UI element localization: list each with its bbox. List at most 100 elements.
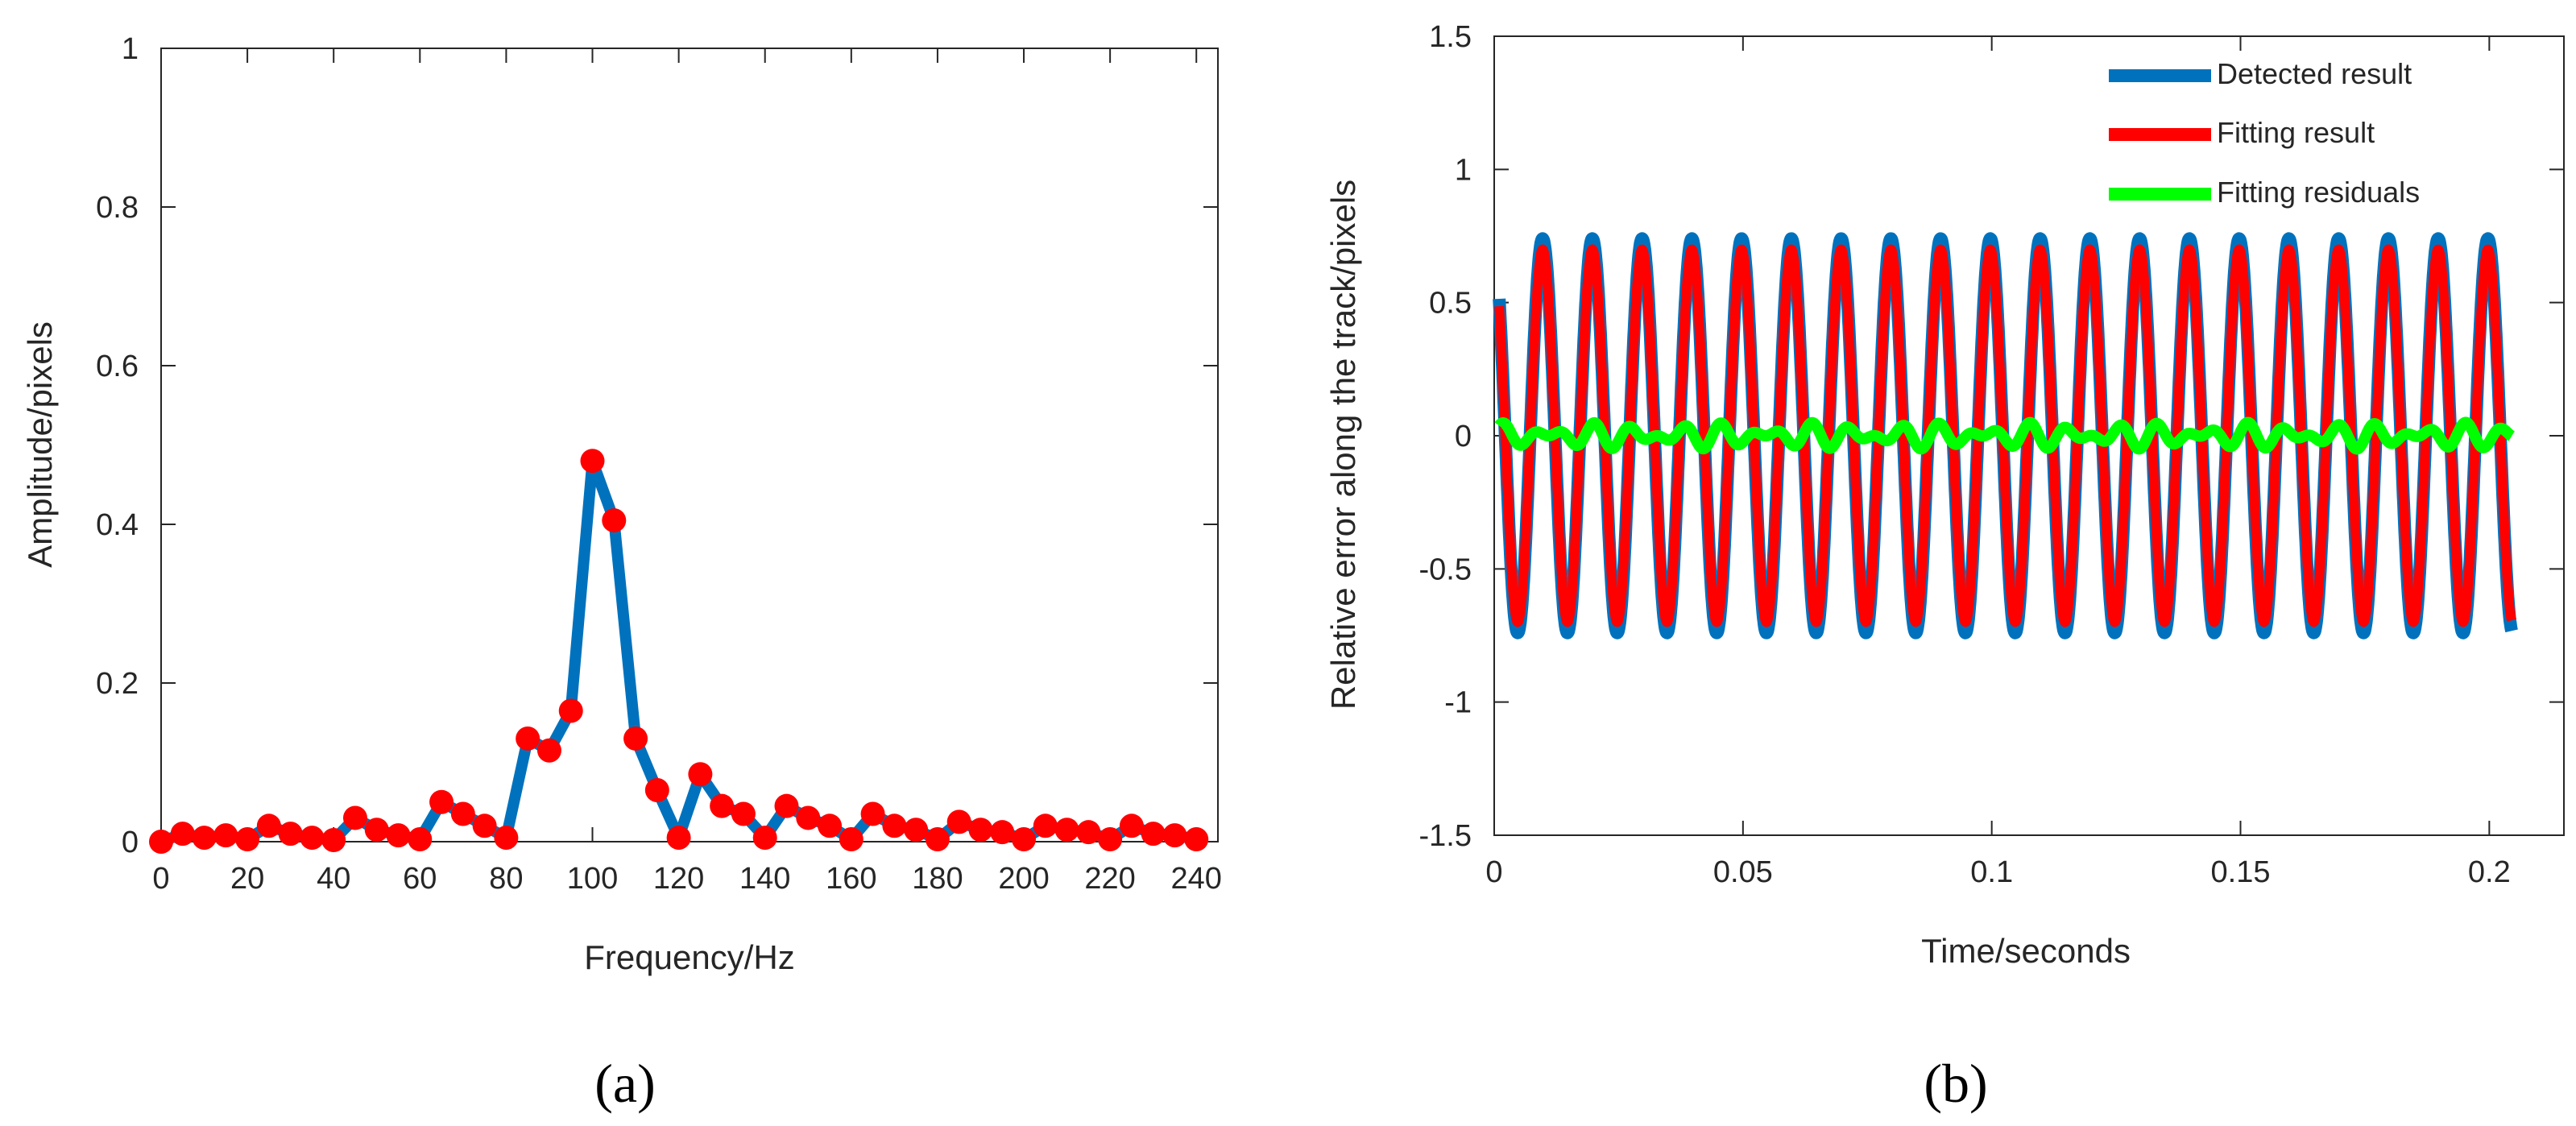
spectrum-point — [731, 801, 756, 826]
spectrum-point — [904, 818, 929, 842]
spectrum-point — [278, 822, 303, 847]
spectrum-point — [1076, 820, 1101, 845]
spectrum-point — [623, 726, 648, 751]
spectrum-point — [342, 805, 367, 830]
spectrum-point — [602, 508, 627, 533]
plot-b-series — [1493, 232, 2518, 640]
plot-a-x-tick-label: 180 — [912, 862, 963, 896]
spectrum-point — [321, 828, 346, 853]
spectrum-point — [1184, 827, 1209, 852]
plot-a-x-tick-label: 40 — [317, 862, 350, 896]
spectrum-point — [946, 809, 971, 834]
plot-b-y-tick-label: 0 — [1455, 420, 1472, 453]
spectrum-point — [364, 818, 389, 842]
series-fitting-residuals — [1493, 416, 2517, 455]
spectrum-point — [450, 801, 475, 826]
spectrum-point — [149, 830, 173, 854]
plot-b-x-tick-label: 0.1 — [1970, 855, 2013, 889]
plot-a-x-tick-label: 80 — [489, 862, 523, 896]
spectrum-point — [256, 813, 281, 838]
legend-label-detected: Detected result — [2217, 57, 2412, 90]
spectrum-point — [774, 793, 799, 818]
spectrum-point — [494, 826, 519, 851]
spectrum-point — [1098, 827, 1123, 852]
plot-b-y-axis-label: Relative error along the track/pixels — [1324, 180, 1362, 710]
spectrum-point — [408, 827, 433, 852]
spectrum-point — [300, 826, 325, 851]
spectrum-point — [968, 818, 993, 842]
plot-a-x-tick-label: 120 — [653, 862, 704, 896]
spectrum-point — [1054, 818, 1079, 842]
spectrum-point — [213, 823, 238, 848]
spectrum-point — [386, 823, 411, 848]
spectrum-point — [818, 813, 843, 838]
spectrum-point — [752, 826, 777, 851]
plot-a-y-tick-label: 0.4 — [96, 508, 139, 542]
plot-b-x-tick-label: 0.15 — [2211, 855, 2271, 889]
plot-a-x-tick-label: 20 — [230, 862, 264, 896]
spectrum-point — [839, 827, 863, 852]
spectrum-point — [192, 826, 217, 851]
plot-b-x-tick-label: 0.2 — [2468, 855, 2511, 889]
spectrum-point — [429, 789, 454, 814]
spectrum-point — [1141, 822, 1166, 847]
plot-b-y-tick-label: 1.5 — [1429, 20, 1472, 54]
plot-a-x-tick-label: 220 — [1084, 862, 1135, 896]
spectrum-point — [688, 762, 713, 787]
plot-b-x-axis-label: Time/seconds — [1921, 932, 2131, 970]
plot-a-y-tick-label: 1 — [122, 32, 139, 66]
plot-b-y-tick-label: 1 — [1455, 153, 1472, 187]
spectrum-point — [235, 827, 260, 852]
spectrum-point — [1119, 813, 1144, 838]
plot-b-x-ticks: 0 0.05 0.1 0.15 0.2 — [1485, 36, 2511, 889]
spectrum-point — [644, 777, 669, 802]
spectrum-point — [710, 793, 735, 818]
spectrum-point — [796, 805, 821, 830]
plot-a-series — [149, 449, 1209, 854]
legend-label-residuals: Fitting residuals — [2217, 176, 2420, 209]
spectrum-point — [170, 822, 195, 847]
plot-a-y-axis-label: Amplitude/pixels — [21, 321, 59, 568]
legend-label-fitting: Fitting result — [2217, 116, 2375, 149]
spectrum-point — [516, 726, 540, 751]
series-fitting-result — [1494, 244, 2516, 627]
plot-a-y-tick-label: 0.6 — [96, 350, 139, 383]
spectrum-point — [1033, 813, 1058, 838]
plot-a-y-tick-label: 0.2 — [96, 667, 139, 701]
spectrum-point — [925, 827, 950, 852]
plot-a-x-tick-label: 100 — [567, 862, 618, 896]
plot-b-x-tick-label: 0 — [1485, 855, 1502, 889]
spectrum-point — [1162, 823, 1187, 848]
plot-a-x-ticks: 0 20 40 60 80 100 120 140 160 180 200 220 240 — [152, 48, 1222, 896]
plot-a-y-tick-label: 0 — [122, 826, 139, 859]
spectrum-point — [536, 738, 561, 763]
plot-a-x-tick-label: 160 — [826, 862, 876, 896]
spectrum-point — [666, 826, 691, 851]
plot-b-legend: Detected result Fitting result Fitting r… — [2109, 57, 2420, 209]
plot-a-x-tick-label: 200 — [998, 862, 1049, 896]
plot-a-panel-label: (a) — [594, 1053, 655, 1114]
plot-a-x-tick-label: 0 — [152, 862, 169, 896]
plot-b-y-tick-label: -1.5 — [1419, 819, 1472, 853]
plot-a-x-tick-label: 140 — [739, 862, 790, 896]
plot-a-x-axis-label: Frequency/Hz — [584, 938, 794, 976]
plot-a-axes-box — [160, 48, 1219, 842]
plot-a-y-tick-label: 0.8 — [96, 191, 139, 225]
plot-a-x-tick-label: 60 — [403, 862, 437, 896]
plot-b-x-tick-label: 0.05 — [1713, 855, 1773, 889]
plot-a-x-tick-label: 240 — [1171, 862, 1222, 896]
spectrum-point — [558, 698, 583, 723]
panel-b-relative-error: 0 0.05 0.1 0.15 0.2 -1.5 -1 -0.5 0 0.5 1 1.5 Detec… — [1324, 20, 2565, 1114]
plot-b-y-tick-label: -1 — [1444, 686, 1472, 720]
plot-a-y-ticks: 0 0.2 0.4 0.6 0.8 1 — [96, 32, 1218, 859]
plot-b-y-tick-label: 0.5 — [1429, 287, 1472, 321]
plot-b-y-tick-label: -0.5 — [1419, 553, 1472, 586]
spectrum-point — [860, 801, 885, 826]
spectrum-point — [580, 449, 605, 474]
spectrum-point — [472, 813, 497, 838]
panel-a-frequency-spectrum: 0 20 40 60 80 100 120 140 160 180 200 220 240 0 0.2 0.… — [21, 32, 1222, 1114]
plot-b-panel-label: (b) — [1924, 1053, 1987, 1114]
spectrum-point — [882, 813, 907, 838]
spectrum-point — [1012, 827, 1037, 852]
